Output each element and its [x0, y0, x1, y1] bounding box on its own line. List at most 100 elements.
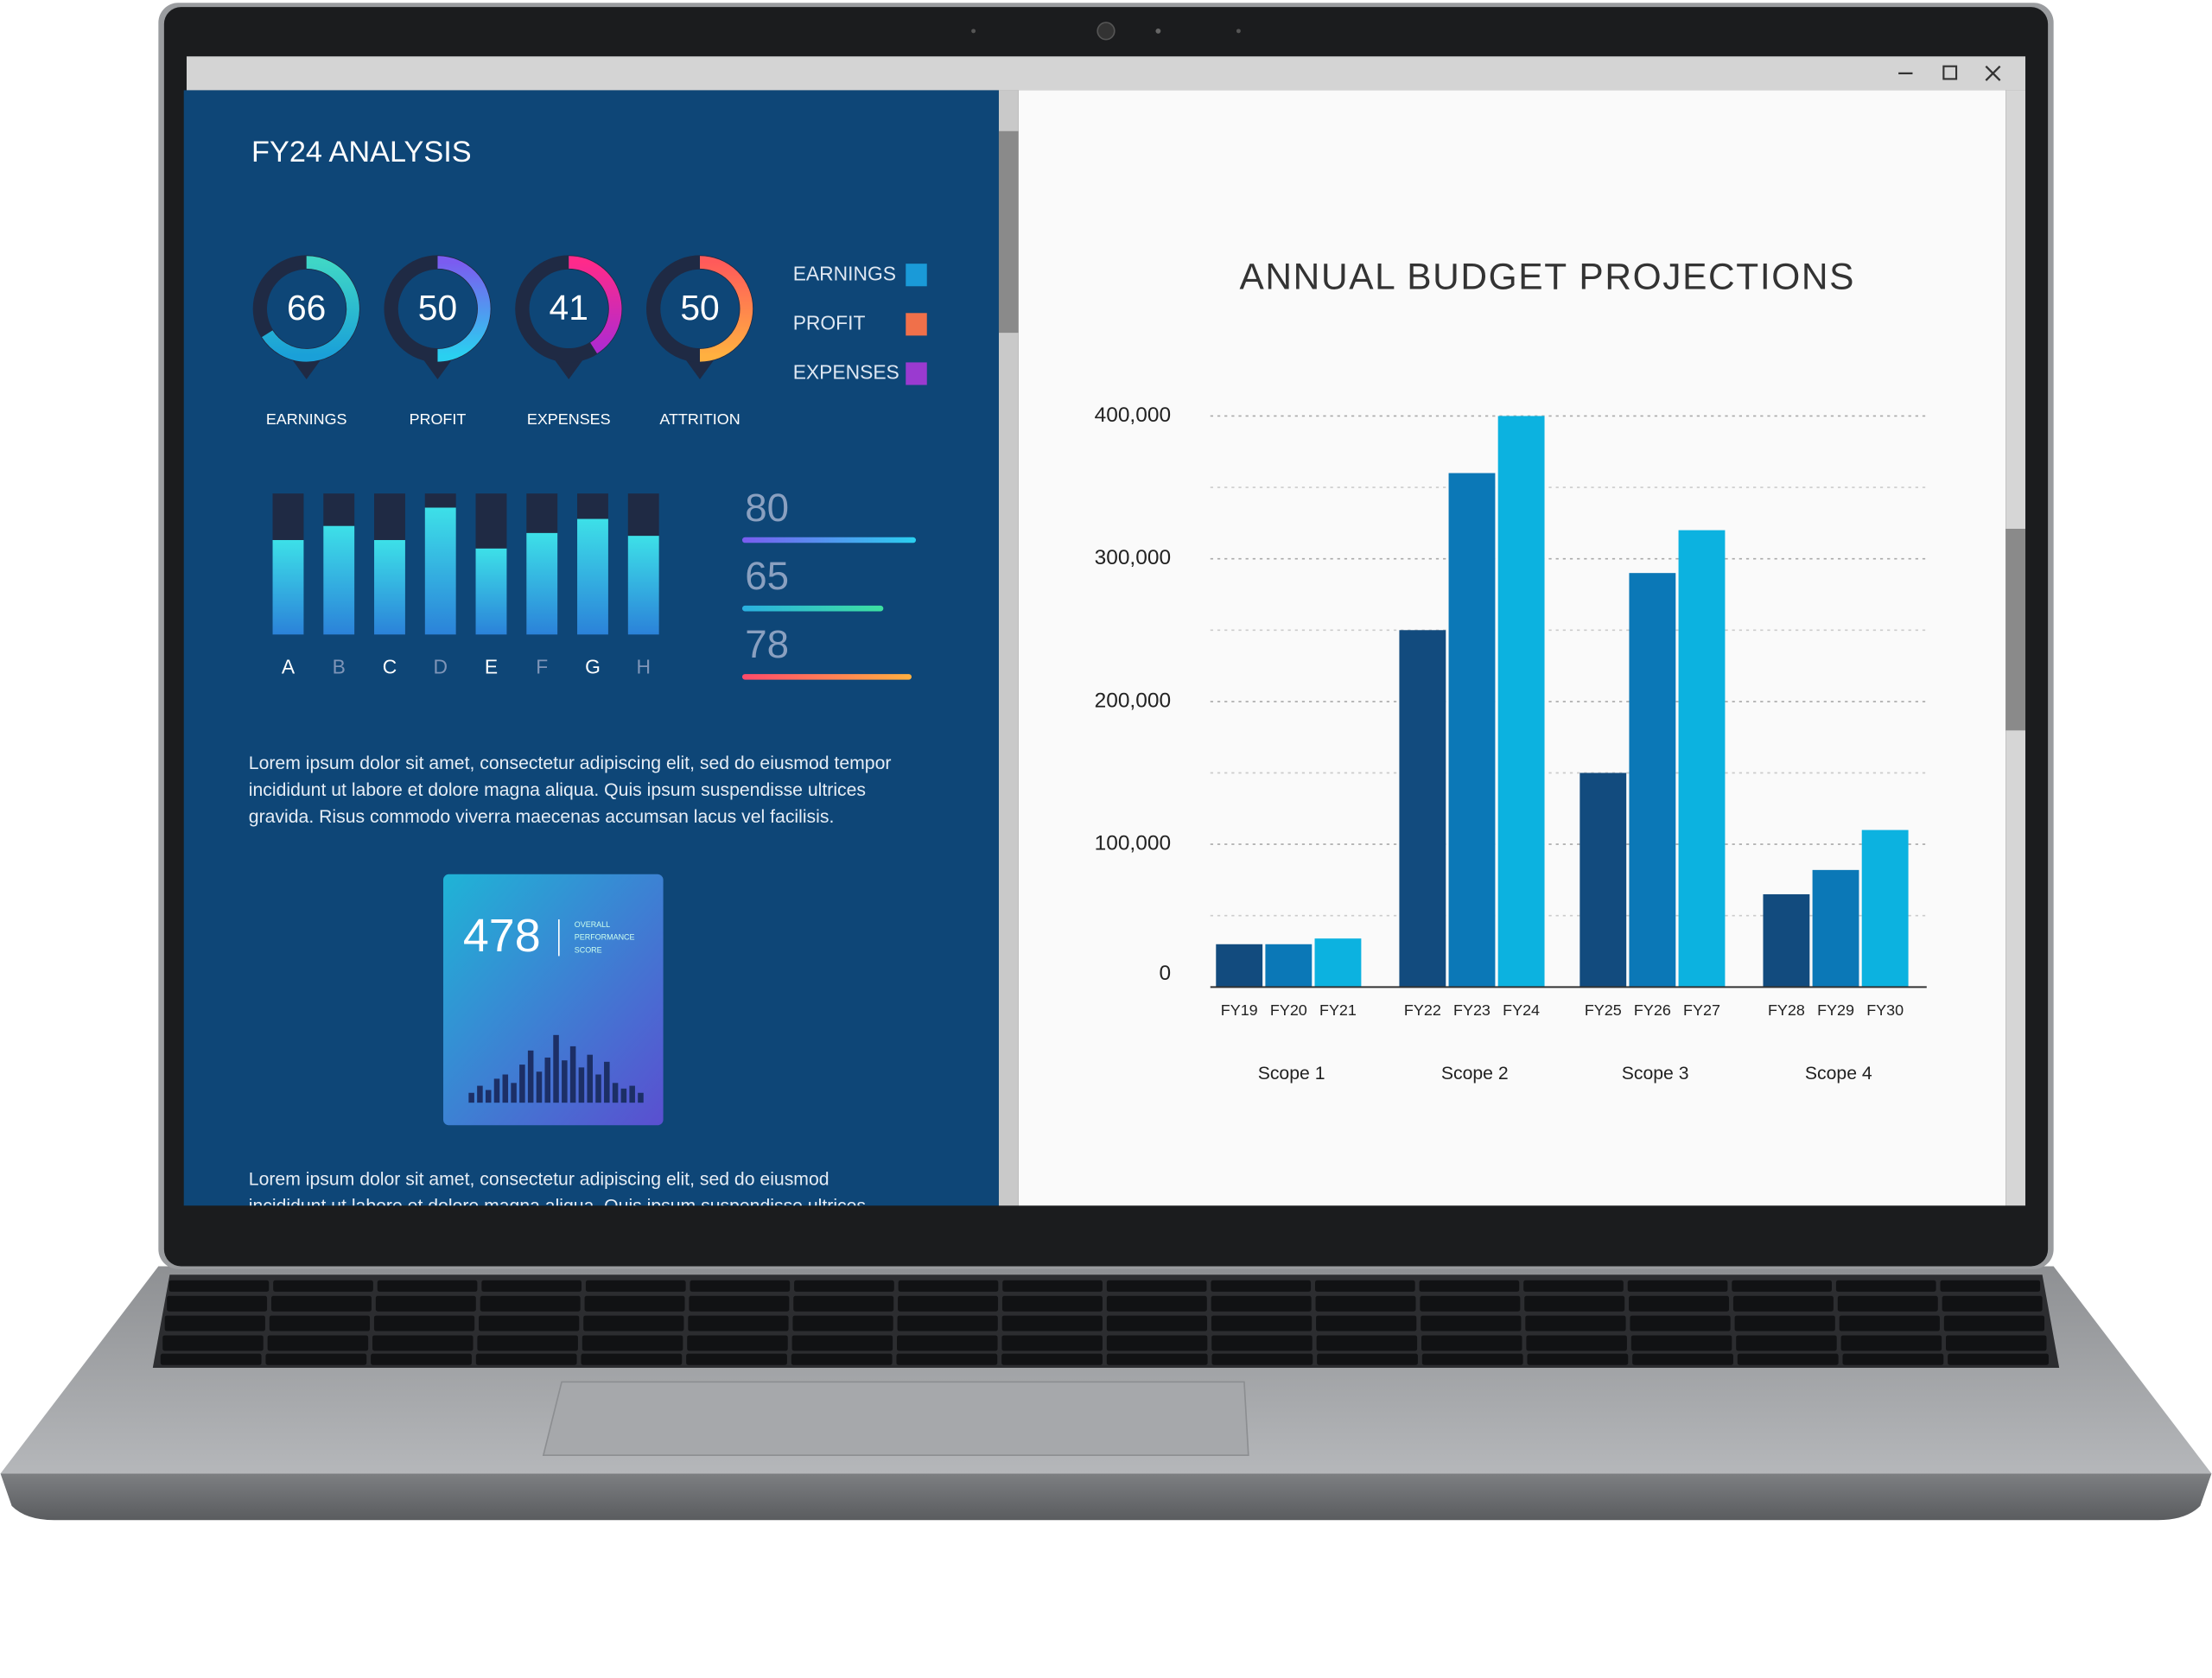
key — [1001, 1335, 1103, 1351]
key — [791, 1353, 893, 1365]
mini-bar-label: H — [636, 656, 651, 678]
mini-bar — [526, 532, 558, 635]
gauge-label: ATTRITION — [659, 410, 740, 428]
mini-bar — [424, 507, 456, 635]
key — [898, 1295, 999, 1312]
mini-bar-label: A — [282, 656, 296, 678]
touchpad — [542, 1381, 1249, 1456]
key — [687, 1335, 788, 1351]
sensor — [1155, 28, 1161, 34]
bar — [1265, 944, 1313, 988]
key — [1945, 1335, 2047, 1351]
key — [1314, 1280, 1415, 1292]
legend-label: PROFIT — [793, 311, 866, 334]
legend-label: EARNINGS — [793, 262, 896, 284]
close-button[interactable] — [1985, 65, 2001, 81]
mini-bar — [323, 525, 355, 635]
key — [897, 1335, 998, 1351]
key — [1842, 1353, 1944, 1365]
x-tick-label: FY24 — [1503, 1001, 1540, 1019]
group-label: Scope 2 — [1441, 1064, 1509, 1084]
key — [273, 1280, 373, 1292]
mini-bar — [475, 548, 507, 635]
x-tick-label: FY20 — [1270, 1001, 1307, 1019]
key — [690, 1280, 791, 1292]
key — [1523, 1280, 1624, 1292]
key — [1630, 1335, 1732, 1351]
bar — [1497, 416, 1545, 988]
key — [1419, 1280, 1520, 1292]
gauge-value: 50 — [418, 288, 457, 327]
key — [480, 1295, 581, 1312]
gauge-value: 50 — [680, 288, 719, 327]
x-tick-label: FY22 — [1404, 1001, 1441, 1019]
score-label: SCORE — [575, 945, 602, 954]
key — [168, 1280, 270, 1292]
key — [1526, 1335, 1627, 1351]
key — [1001, 1315, 1103, 1332]
key — [898, 1280, 999, 1292]
sparkline — [468, 1034, 644, 1103]
key — [371, 1353, 472, 1365]
key — [481, 1280, 582, 1292]
x-tick-label: FY25 — [1585, 1001, 1622, 1019]
key — [372, 1335, 474, 1351]
key — [1106, 1335, 1208, 1351]
paragraph-line: Lorem ipsum dolor sit amet, consectetur … — [249, 1170, 830, 1190]
key — [791, 1335, 893, 1351]
score-value: 478 — [463, 910, 541, 962]
legend-swatch — [906, 313, 927, 336]
x-tick-label: FY29 — [1817, 1001, 1854, 1019]
key — [1421, 1315, 1522, 1332]
bar — [1580, 772, 1627, 988]
x-tick-label: FY19 — [1221, 1001, 1258, 1019]
bar — [1763, 893, 1810, 988]
keys — [160, 1280, 2049, 1365]
gauge-label: EARNINGS — [266, 410, 347, 428]
x-tick-label: FY21 — [1319, 1001, 1357, 1019]
webcam — [1096, 22, 1116, 41]
scroll-thumb[interactable] — [998, 130, 1019, 334]
sensor — [971, 29, 976, 34]
bar — [1448, 473, 1496, 988]
key — [477, 1335, 578, 1351]
key — [1211, 1280, 1312, 1292]
key — [270, 1295, 372, 1312]
scroll-thumb[interactable] — [2005, 528, 2026, 731]
key — [1627, 1280, 1728, 1292]
metric-line — [741, 605, 884, 612]
metric-line — [741, 674, 912, 680]
key — [1002, 1280, 1103, 1292]
legend-swatch — [906, 362, 927, 385]
key — [1839, 1315, 1940, 1332]
key — [267, 1335, 369, 1351]
restore-button[interactable] — [1942, 65, 1958, 80]
mini-bar — [272, 540, 304, 635]
mini-bar-label: E — [485, 656, 498, 678]
key — [1421, 1335, 1522, 1351]
score-label: PERFORMANCE — [575, 933, 635, 942]
score-label: OVERALL — [575, 920, 610, 929]
key — [1835, 1280, 1936, 1292]
mini-bar-label: B — [333, 656, 346, 678]
key — [686, 1353, 787, 1365]
key — [1732, 1295, 1834, 1312]
gauge-arc — [568, 256, 622, 354]
gauge-value: 66 — [287, 288, 326, 327]
key — [1732, 1280, 1832, 1292]
key — [1527, 1353, 1629, 1365]
key — [475, 1353, 577, 1365]
paragraph-line: gravida. Risus commodo viverra maecenas … — [249, 807, 835, 827]
scrollbar[interactable] — [998, 90, 1019, 1206]
key — [164, 1315, 265, 1332]
key — [1001, 1353, 1103, 1365]
group-label: Scope 1 — [1258, 1064, 1325, 1084]
key — [1211, 1295, 1312, 1312]
key — [167, 1295, 268, 1312]
y-tick-label: 100,000 — [1095, 832, 1171, 855]
paragraph-line: incididunt ut labore et dolore magna ali… — [249, 780, 866, 800]
key — [1106, 1353, 1208, 1365]
group-label: Scope 3 — [1622, 1064, 1689, 1084]
dashboard-title: FY24 ANALYSIS — [251, 136, 472, 168]
key — [582, 1335, 683, 1351]
